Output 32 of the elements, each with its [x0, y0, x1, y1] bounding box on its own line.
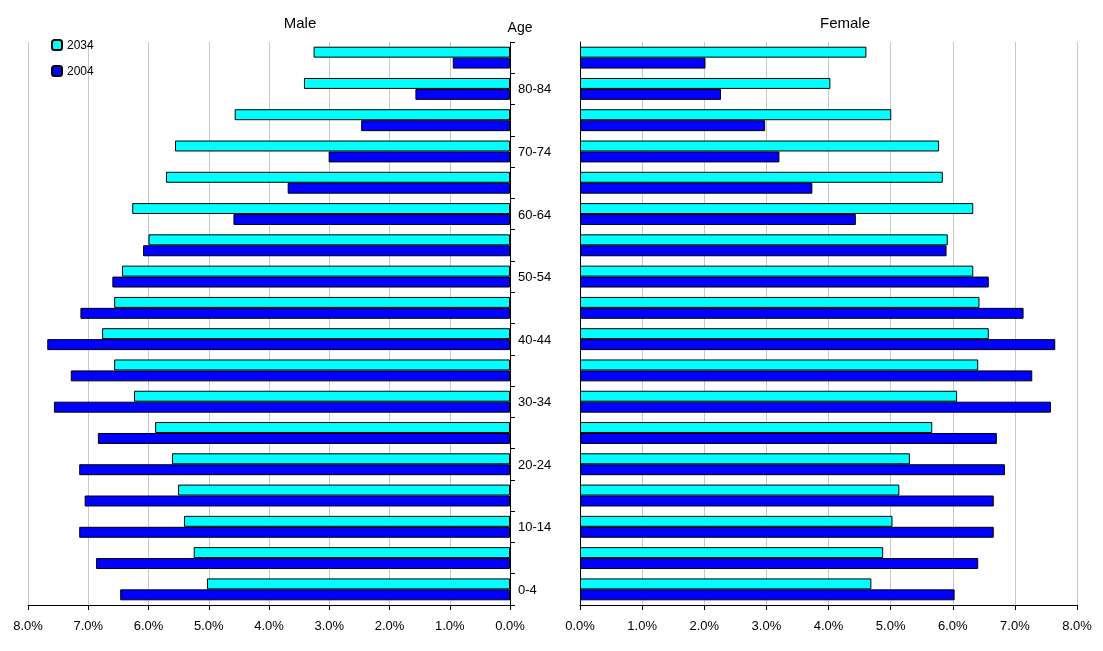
- x-tick-label: 8.0%: [13, 618, 44, 633]
- y-tick-label: 0-4: [518, 581, 537, 597]
- x-tick-label: 0.0%: [565, 618, 596, 633]
- y-axis-title: Age: [507, 19, 533, 35]
- x-tick-label: 1.0%: [434, 618, 465, 633]
- x-tick-label: 3.0%: [314, 618, 345, 633]
- x-tick-label: 4.0%: [813, 618, 844, 633]
- x-tick-label: 0.0%: [495, 618, 526, 633]
- y-tick-label: 50-54: [518, 269, 552, 285]
- x-tick-label: 7.0%: [73, 618, 104, 633]
- x-tick-label: 6.0%: [133, 618, 164, 633]
- legend-label: 2034: [67, 38, 95, 52]
- x-tick-label: 2.0%: [689, 618, 720, 633]
- x-tick-label: 4.0%: [254, 618, 285, 633]
- x-tick-label: 5.0%: [875, 618, 906, 633]
- y-tick-label: 70-74: [518, 143, 552, 159]
- y-tick-label: 20-24: [518, 456, 552, 472]
- legend-label: 2004: [67, 64, 95, 78]
- chart-title: Female: [819, 14, 871, 31]
- x-tick-label: 3.0%: [751, 618, 782, 633]
- y-tick-label: 10-14: [518, 519, 552, 535]
- y-tick-label: 40-44: [518, 331, 552, 347]
- x-tick-label: 7.0%: [1000, 618, 1031, 633]
- x-tick-label: 6.0%: [937, 618, 968, 633]
- y-tick-label: 80-84: [518, 81, 552, 97]
- x-tick-label: 8.0%: [1062, 618, 1093, 633]
- x-tick-label: 2.0%: [374, 618, 405, 633]
- x-tick-label: 5.0%: [193, 618, 224, 633]
- y-tick-label: 30-34: [518, 394, 552, 410]
- x-tick-label: 1.0%: [627, 618, 658, 633]
- y-tick-label: 60-64: [518, 206, 552, 222]
- chart-title: Male: [283, 14, 317, 31]
